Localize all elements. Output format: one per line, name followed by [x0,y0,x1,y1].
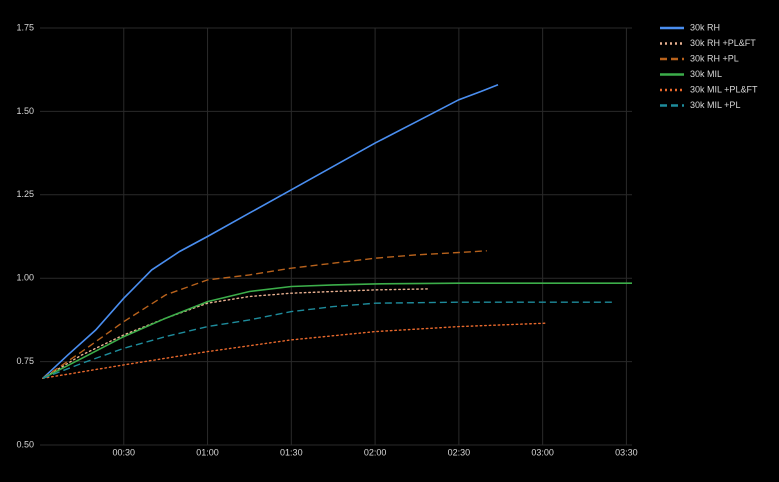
series-line [42,288,429,379]
legend-label: 30k MIL [690,69,722,79]
series-line [42,322,547,379]
legend-label: 30k RH [690,22,720,32]
series-line [42,83,499,379]
legend-label: 30k RH +PL [690,53,739,63]
y-tick-label: 1.25 [16,189,34,199]
legend-label: 30k MIL +PL&FT [690,84,758,94]
x-tick-label: 00:30 [113,447,136,457]
y-tick-label: 1.00 [16,273,34,283]
x-tick-label: 03:30 [615,447,638,457]
series-line [42,282,632,380]
x-tick-label: 02:30 [448,447,471,457]
legend-label: 30k RH +PL&FT [690,38,756,48]
y-tick-label: 0.50 [16,439,34,449]
x-tick-label: 03:00 [531,447,554,457]
legend-label: 30k MIL +PL [690,100,740,110]
x-tick-label: 02:00 [364,447,387,457]
series-line [42,250,487,379]
series-line [42,301,616,379]
y-tick-label: 0.75 [16,356,34,366]
x-tick-label: 01:30 [280,447,303,457]
y-tick-label: 1.75 [16,22,34,32]
y-tick-label: 1.50 [16,106,34,116]
x-tick-label: 01:00 [196,447,219,457]
